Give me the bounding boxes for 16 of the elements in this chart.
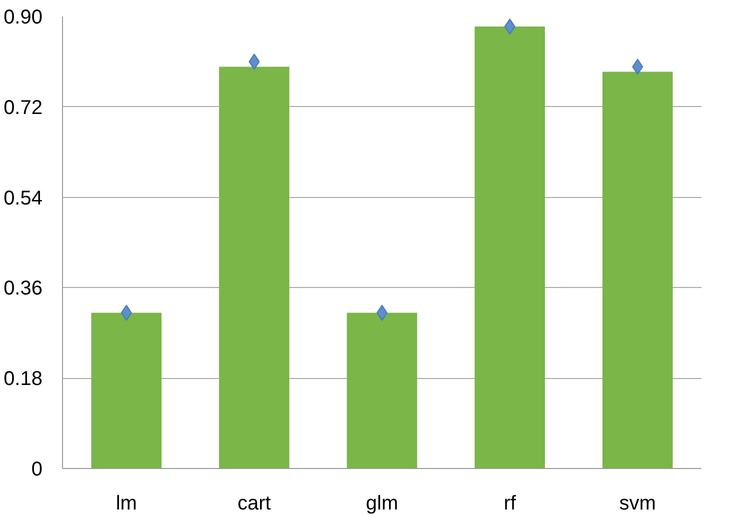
bar <box>91 312 162 468</box>
bar <box>602 72 673 468</box>
y-tick-label: 0.36 <box>4 278 43 300</box>
x-tick-label: lm <box>116 492 137 514</box>
y-tick-label: 0.54 <box>4 187 43 210</box>
x-tick-label: glm <box>366 492 398 514</box>
x-tick-label: svm <box>619 492 656 514</box>
x-tick-label: rf <box>504 492 516 514</box>
y-tick-label: 0.18 <box>4 368 43 390</box>
bar <box>219 66 290 468</box>
x-tick-label: cart <box>238 492 272 514</box>
bar <box>474 26 545 468</box>
y-tick-label: 0.90 <box>4 6 43 28</box>
y-tick-label: 0 <box>31 458 42 480</box>
bar <box>346 312 418 468</box>
y-tick-label: 0.72 <box>4 96 43 119</box>
